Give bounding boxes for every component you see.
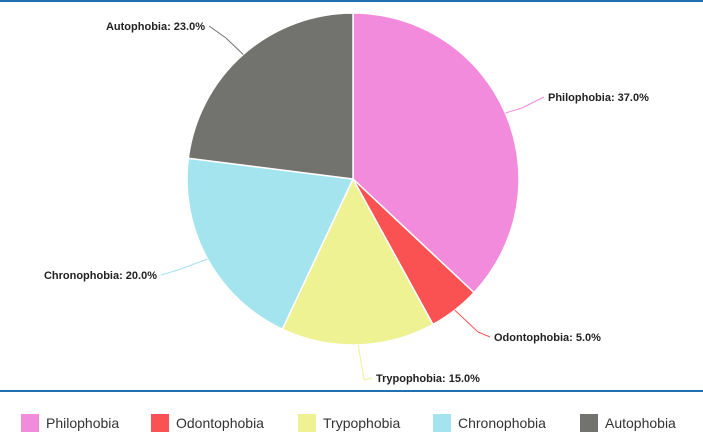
- legend-label: Trypophobia: [323, 415, 401, 431]
- legend-swatch: [580, 414, 598, 432]
- top-divider: [0, 0, 703, 2]
- legend: Philophobia Odontophobia Trypophobia Chrono…: [0, 408, 703, 438]
- pie-slice-autophobia[interactable]: [187, 12, 354, 180]
- data-label-trypophobia: Trypophobia: 15.0%: [376, 373, 480, 385]
- bottom-divider: [0, 390, 703, 392]
- leader-line-chronophobia: [160, 258, 208, 276]
- legend-swatch: [21, 414, 39, 432]
- legend-label: Odontophobia: [176, 415, 264, 431]
- data-label-chronophobia: Chronophobia: 20.0%: [44, 270, 157, 282]
- data-label-odontophobia: Odontophobia: 5.0%: [494, 332, 601, 344]
- data-label-philophobia: Philophobia: 37.0%: [548, 92, 649, 104]
- leader-line-autophobia: [208, 25, 244, 55]
- legend-item-autophobia[interactable]: Autophobia: [580, 408, 676, 438]
- legend-label: Autophobia: [605, 415, 676, 431]
- leader-line-philophobia: [505, 96, 545, 114]
- legend-swatch: [433, 414, 451, 432]
- legend-item-trypophobia[interactable]: Trypophobia: [298, 408, 400, 438]
- legend-item-chronophobia[interactable]: Chronophobia: [433, 408, 546, 438]
- leader-line-trypophobia: [357, 344, 373, 381]
- data-label-autophobia: Autophobia: 23.0%: [106, 21, 205, 33]
- legend-item-odontophobia[interactable]: Odontophobia: [151, 408, 264, 438]
- pie-chart: Philophobia: 37.0% Odontophobia: 5.0% Tryp…: [44, 12, 649, 385]
- pie-slice-chronophobia[interactable]: [186, 157, 355, 331]
- pie-slice-trypophobia[interactable]: [281, 177, 434, 346]
- leader-line-odontophobia: [454, 309, 491, 338]
- legend-item-philophobia[interactable]: Philophobia: [21, 408, 119, 438]
- legend-label: Chronophobia: [458, 415, 546, 431]
- legend-swatch: [298, 414, 316, 432]
- legend-label: Philophobia: [46, 415, 120, 431]
- legend-swatch: [151, 414, 169, 432]
